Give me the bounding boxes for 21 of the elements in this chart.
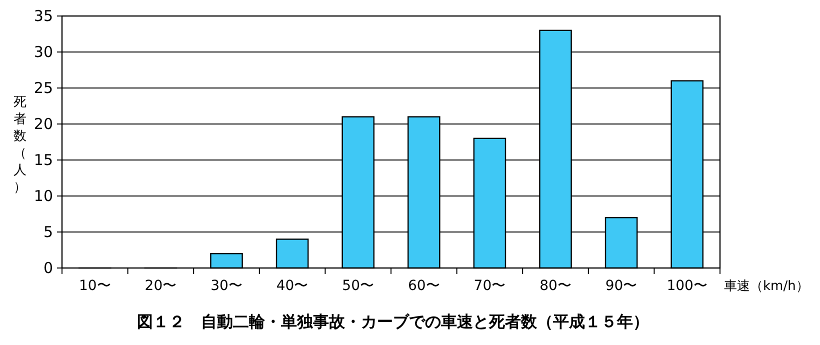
x-tick-label: 30〜 [210,278,242,294]
x-tick-label: 80〜 [540,278,572,294]
x-tick-label: 60〜 [408,278,440,294]
y-axis-title: 死者数（人） [14,95,26,195]
y-tick-label: 20 [34,115,53,133]
y-tick-label: 10 [34,187,53,205]
x-tick-label: 50〜 [342,278,374,294]
y-tick-label: 5 [43,223,53,241]
x-tick-label: 90〜 [605,278,638,294]
x-axis-title: 車速（km/h） [724,279,809,294]
x-tick-label: 100〜 [666,278,708,294]
text: 図１２ 自動二輪・単独事故・カーブでの車速と死者数（平成１５年） [137,312,649,331]
x-tick-label: 20〜 [144,278,177,294]
y-tick-label: 15 [34,151,53,169]
y-tick-label: 25 [34,79,53,97]
x-tick-label: 10〜 [78,278,111,294]
x-tick-label: 70〜 [474,278,506,294]
y-tick-label: 35 [34,7,53,25]
y-tick-label: 0 [43,259,53,277]
x-tick-label: 40〜 [276,278,308,294]
y-tick-label: 30 [34,43,53,61]
